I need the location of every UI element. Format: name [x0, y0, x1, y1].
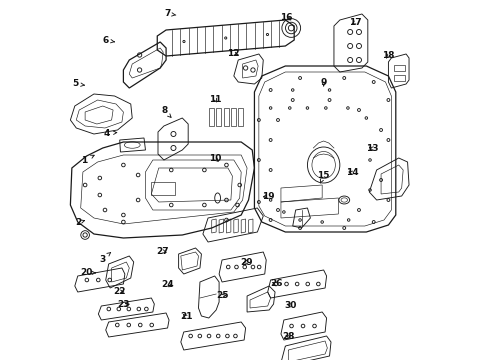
- Text: 23: 23: [118, 300, 130, 309]
- Text: 16: 16: [279, 13, 291, 22]
- Text: 9: 9: [320, 78, 326, 87]
- Text: 20: 20: [80, 269, 95, 277]
- Text: 11: 11: [208, 94, 221, 104]
- Text: 19: 19: [261, 192, 274, 201]
- Text: 30: 30: [284, 301, 296, 310]
- Text: 25: 25: [216, 292, 229, 300]
- Text: 18: 18: [382, 51, 394, 60]
- Text: 13: 13: [366, 144, 378, 153]
- Text: 28: 28: [282, 332, 294, 341]
- Text: 12: 12: [226, 49, 239, 58]
- Text: 2: 2: [75, 218, 84, 227]
- Text: 10: 10: [208, 154, 221, 163]
- Text: 24: 24: [161, 280, 173, 289]
- Text: 27: 27: [156, 247, 168, 256]
- Text: 7: 7: [163, 9, 176, 18]
- Text: 26: 26: [269, 279, 282, 288]
- Text: 3: 3: [99, 252, 110, 264]
- Text: 15: 15: [317, 171, 329, 183]
- Text: 29: 29: [240, 258, 252, 266]
- Text: 22: 22: [113, 287, 125, 296]
- Text: 14: 14: [346, 168, 358, 177]
- Text: 1: 1: [81, 155, 94, 165]
- Text: 6: 6: [102, 36, 114, 45]
- Text: 5: 5: [72, 79, 84, 88]
- Text: 17: 17: [348, 18, 361, 27]
- Text: 21: 21: [180, 312, 192, 321]
- Text: 8: 8: [161, 107, 171, 117]
- Text: 4: 4: [103, 129, 117, 138]
